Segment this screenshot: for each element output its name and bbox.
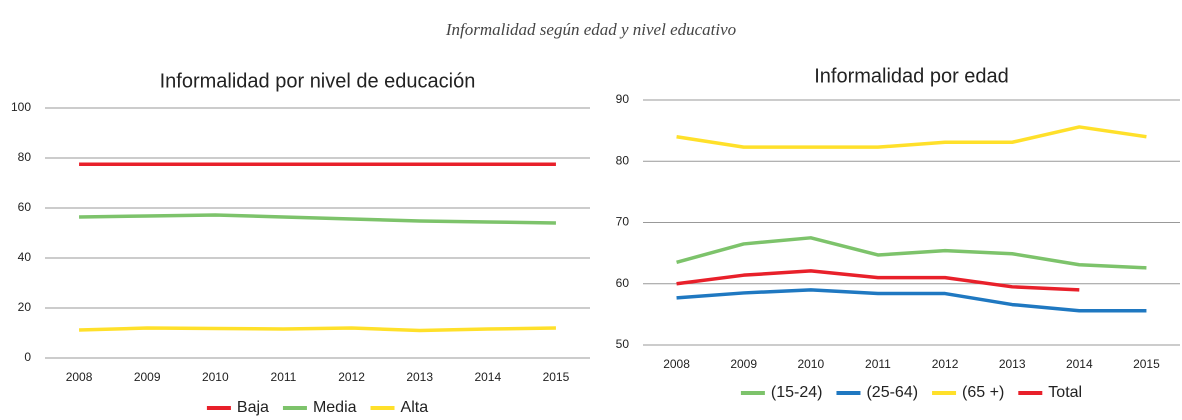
y-tick-label: 20	[18, 300, 32, 314]
y-tick-label: 80	[616, 153, 630, 167]
x-tick-label: 2010	[797, 357, 824, 371]
x-tick-label: 2013	[999, 357, 1026, 371]
series-line	[676, 269, 1080, 292]
x-tick-label: 2009	[730, 357, 757, 371]
y-tick-label: 60	[18, 200, 32, 214]
legend-label: Alta	[401, 399, 429, 416]
x-tick-label: 2010	[202, 370, 229, 384]
x-tick-label: 2008	[663, 357, 690, 371]
x-tick-label: 2015	[1133, 357, 1160, 371]
legend-label: (65 +)	[962, 384, 1004, 401]
x-tick-label: 2011	[865, 357, 891, 371]
x-tick-label: 2015	[543, 370, 570, 384]
legend: Baja Media Alta	[206, 399, 429, 416]
chart-title: Informalidad por nivel de educación	[160, 70, 476, 92]
chart-title: Informalidad por edad	[814, 65, 1009, 87]
y-tick-label: 60	[616, 276, 630, 290]
page-title: Informalidad según edad y nivel educativ…	[445, 20, 736, 39]
legend-label: (15-24)	[771, 384, 823, 401]
y-tick-label: 80	[18, 150, 32, 164]
y-tick-label: 50	[616, 337, 630, 351]
x-tick-label: 2012	[338, 370, 365, 384]
series-line	[676, 288, 1147, 313]
series-line	[676, 236, 1147, 270]
x-tick-label: 2014	[1066, 357, 1093, 371]
y-tick-label: 0	[24, 350, 31, 364]
y-tick-label: 70	[616, 215, 630, 229]
legend-label: Media	[313, 399, 357, 416]
x-tick-label: 2014	[474, 370, 501, 384]
x-tick-label: 2008	[66, 370, 93, 384]
series-line	[79, 213, 556, 225]
legend-label: (25-64)	[866, 384, 918, 401]
x-tick-label: 2009	[134, 370, 161, 384]
x-tick-label: 2012	[932, 357, 959, 371]
y-tick-label: 40	[18, 250, 32, 264]
y-tick-label: 100	[11, 100, 31, 114]
series-line	[676, 125, 1147, 149]
legend-label: Baja	[237, 399, 269, 416]
series-line	[79, 326, 556, 333]
legend-label: Total	[1048, 384, 1082, 401]
x-tick-label: 2013	[406, 370, 433, 384]
x-tick-label: 2011	[271, 370, 297, 384]
legend: (15-24) (25-64) (65 +) Total	[740, 384, 1082, 401]
y-tick-label: 90	[616, 92, 630, 106]
